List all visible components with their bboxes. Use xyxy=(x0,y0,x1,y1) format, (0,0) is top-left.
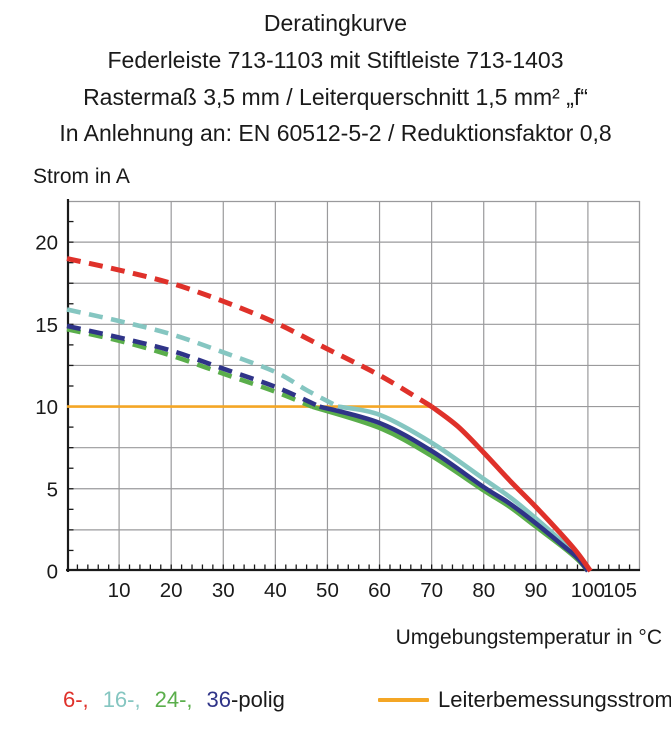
legend-item-16-polig: 16-, xyxy=(102,687,141,712)
legend-item-6-polig: 6-, xyxy=(63,687,89,712)
y-tick-label: 10 xyxy=(35,396,58,419)
legend-poles: 6-, 16-, 24-, 36-polig xyxy=(63,687,285,713)
x-axis-title: Umgebungstemperatur in °C xyxy=(395,626,662,649)
x-tick-label: 105 xyxy=(603,579,637,602)
curve-16-polig-dashed xyxy=(66,307,339,409)
y-tick-label: 0 xyxy=(47,561,58,584)
curve-24-polig-dashed xyxy=(66,327,313,409)
grid-lines xyxy=(67,201,640,571)
x-tick-label: 70 xyxy=(420,579,443,602)
chart-title-block: Deratingkurve Federleiste 713-1103 mit S… xyxy=(0,5,671,152)
legend-item-36-polig: 36 xyxy=(206,687,232,712)
x-tick-label: 60 xyxy=(368,579,391,602)
x-tick-label: 10 xyxy=(108,579,131,602)
legend-rated-current: Leiterbemessungsstrom xyxy=(378,687,671,713)
legend-poles-suffix: -polig xyxy=(231,687,285,712)
x-tick-label: 30 xyxy=(212,579,235,602)
x-tick-label: 20 xyxy=(160,579,183,602)
rated-current-line-swatch xyxy=(378,698,429,702)
x-tick-label: 100 xyxy=(571,579,605,602)
curve-6-polig-dashed xyxy=(66,256,433,409)
y-tick-label: 15 xyxy=(35,314,58,337)
x-tick-label: 80 xyxy=(472,579,495,602)
title-line-3: Rastermaß 3,5 mm / Leiterquerschnitt 1,5… xyxy=(83,83,588,110)
curve-36-polig-solid xyxy=(319,404,590,573)
curve-36-polig-dashed xyxy=(66,323,321,409)
title-line-4: In Anlehnung an: EN 60512-5-2 / Reduktio… xyxy=(59,120,612,147)
x-tick-label: 40 xyxy=(264,579,287,602)
curve-6-polig-solid xyxy=(430,404,593,573)
legend-item-24-polig: 24-, xyxy=(154,687,193,712)
y-tick-label: 20 xyxy=(35,232,58,255)
rated-current-label: Leiterbemessungsstrom xyxy=(438,687,671,712)
y-tick-label: 5 xyxy=(47,478,58,501)
x-tick-label: 50 xyxy=(316,579,339,602)
title-line-2: Federleiste 713-1103 mit Stiftleiste 713… xyxy=(107,46,564,73)
title-line-1: Deratingkurve xyxy=(263,10,408,36)
x-tick-label: 90 xyxy=(524,579,547,602)
y-axis-title: Strom in A xyxy=(33,165,130,188)
